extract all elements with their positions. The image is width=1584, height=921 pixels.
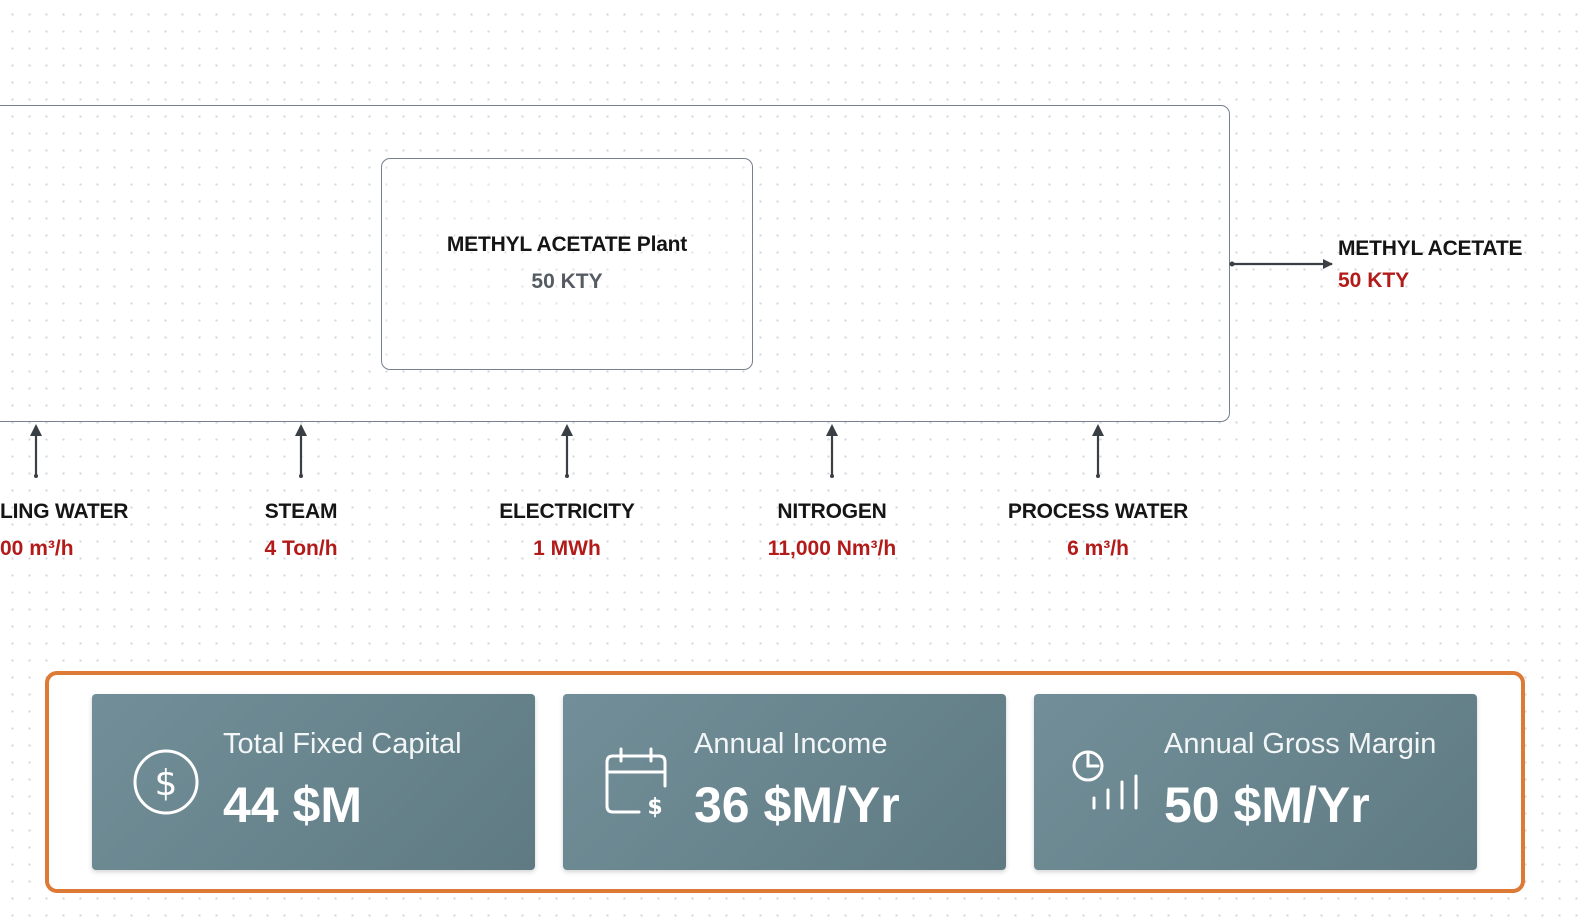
utility-name: STEAM	[264, 500, 338, 523]
svg-text:$: $	[155, 763, 178, 804]
utility-name: ELECTRICITY	[499, 500, 635, 523]
pie-chart-bars-icon	[1072, 750, 1138, 810]
kpi-value: 44 $M	[223, 777, 362, 833]
utility-value: 6 m³/h	[1067, 537, 1129, 560]
kpi-label: Annual Income	[694, 728, 888, 760]
utility-arrow-electricity	[561, 424, 573, 478]
kpi-value: 50 $M/Yr	[1164, 777, 1370, 833]
process-boundary-box	[0, 105, 1230, 422]
kpi-value: 36 $M/Yr	[694, 777, 900, 833]
kpi-label: Annual Gross Margin	[1164, 728, 1437, 760]
utility-value: 11,000 Nm³/h	[767, 537, 897, 560]
utility-arrow-cooling-water	[30, 424, 42, 478]
utility-value: 00 m³/h	[0, 537, 74, 560]
utility-arrow-nitrogen	[826, 424, 838, 478]
plant-name: METHYL ACETATE Plant	[446, 233, 688, 256]
utility-arrow-process-water	[1092, 424, 1104, 478]
utility-name: NITROGEN	[777, 500, 887, 523]
plant-capacity: 50 KTY	[531, 270, 603, 293]
kpi-card-annual-gross-margin[interactable]: Annual Gross Margin 50 $M/Yr	[1034, 694, 1477, 870]
product-value: 50 KTY	[1338, 269, 1410, 292]
plant-node[interactable]	[381, 158, 753, 370]
product-name: METHYL ACETATE	[1338, 237, 1523, 260]
kpi-card-total-fixed-capital[interactable]: $ Total Fixed Capital 44 $M	[92, 694, 535, 870]
calendar-dollar-icon: $	[605, 747, 667, 818]
kpi-card-annual-income[interactable]: $ Annual Income 36 $M/Yr	[563, 694, 1006, 870]
utility-name: PROCESS WATER	[1007, 500, 1189, 523]
utility-name: LING WATER	[0, 500, 129, 523]
svg-text:$: $	[647, 795, 662, 818]
utility-value: 1 MWh	[533, 537, 601, 560]
utility-arrow-steam	[295, 424, 307, 478]
dollar-circle-icon: $	[133, 749, 199, 815]
utility-value: 4 Ton/h	[264, 537, 338, 560]
kpi-label: Total Fixed Capital	[223, 728, 462, 760]
